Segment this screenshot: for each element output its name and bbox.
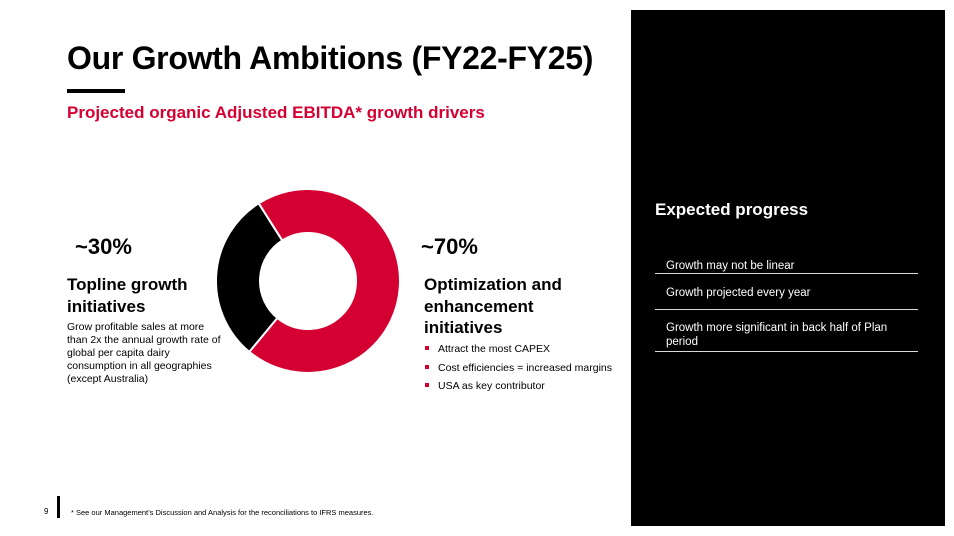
optimization-heading: Optimization and enhancement initiatives [424, 274, 562, 339]
bullet-text: Cost efficiencies = increased margins [438, 361, 613, 374]
optimization-heading-line: initiatives [424, 318, 503, 337]
bullet-square-icon [425, 383, 429, 387]
optimization-heading-line: Optimization and [424, 275, 562, 294]
topline-description: Grow profitable sales at more than 2x th… [67, 321, 221, 385]
bullet-square-icon [425, 364, 429, 369]
progress-item: Growth projected every year [655, 274, 918, 310]
optimization-percent: ~70% [421, 234, 478, 259]
progress-item-text: Growth may not be linear [666, 260, 795, 272]
optimization-heading-line: enhancement [424, 296, 534, 316]
bullet-text: USA as key contributor [438, 380, 545, 392]
bullet-item: Attract the most CAPEX [424, 343, 612, 355]
progress-item-text: Growth projected every year [666, 287, 811, 299]
topline-heading: Topline growth initiatives [67, 274, 188, 317]
topline-heading-line: Topline growth [67, 275, 188, 294]
donut-slices [215, 188, 401, 374]
topline-heading-line: initiatives [67, 296, 146, 316]
title-underline [67, 89, 125, 93]
bullet-item: Cost efficiencies = increased margins [424, 362, 612, 374]
progress-item: Growth more significant in back half of … [655, 310, 918, 352]
panel-heading: Expected progress [655, 200, 809, 219]
bullet-item: USA as key contributor [424, 380, 612, 392]
optimization-bullet-list: Attract the most CAPEX Cost efficiencies… [424, 343, 612, 399]
footnote: * See our Management’s Discussion and An… [71, 508, 374, 517]
donut-slice-optimization [247, 188, 401, 374]
progress-item: Growth may not be linear [655, 246, 918, 274]
topline-percent: ~30% [75, 234, 132, 259]
page-number: 9 [44, 507, 49, 516]
bullet-square-icon [425, 346, 429, 350]
page-title: Our Growth Ambitions (FY22-FY25) [67, 40, 594, 76]
progress-item-text: Growth more significant in back half of … [666, 321, 888, 348]
page-subtitle: Projected organic Adjusted EBITDA* growt… [67, 103, 485, 122]
progress-list: Growth may not be linear Growth projecte… [655, 246, 918, 352]
footer-divider [57, 496, 60, 518]
expected-progress-panel: Expected progress Growth may not be line… [631, 10, 945, 526]
donut-slice-topline [215, 201, 284, 354]
growth-donut-chart [215, 188, 401, 374]
bullet-text: Attract the most CAPEX [438, 343, 551, 355]
